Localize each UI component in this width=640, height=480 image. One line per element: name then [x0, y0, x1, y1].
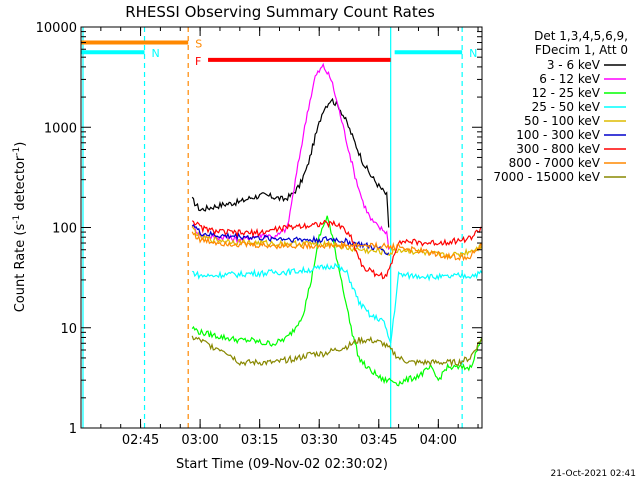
- chart-title: RHESSI Observing Summary Count Rates: [125, 3, 435, 21]
- y-tick-label: 1000: [44, 121, 77, 136]
- legend-entry-label: 3 - 6 keV: [547, 58, 601, 72]
- x-tick-label: 03:15: [241, 433, 278, 448]
- flag-label: S: [195, 38, 202, 51]
- series-line: [191, 215, 482, 387]
- legend-entry-label: 25 - 50 keV: [532, 100, 601, 114]
- footer-date: 21-Oct-2021 02:41: [551, 469, 636, 479]
- y-axis-label: Count Rate (s-1 detector-1): [12, 142, 28, 313]
- legend-entry-label: 12 - 25 keV: [532, 86, 601, 100]
- legend-entry-label: 50 - 100 keV: [524, 114, 601, 128]
- x-tick-label: 03:30: [300, 433, 337, 448]
- series-line: [191, 335, 482, 368]
- series-line: [191, 231, 482, 262]
- y-tick-label: 1: [69, 422, 77, 437]
- series-line: [192, 262, 482, 344]
- legend-header: FDecim 1, Att 0: [535, 43, 628, 57]
- legend-entry-label: 100 - 300 keV: [516, 128, 600, 142]
- y-tick-label: 10000: [36, 21, 77, 36]
- x-tick-label: 04:00: [420, 433, 457, 448]
- y-tick-label: 10: [60, 322, 77, 337]
- legend-entry-label: 7000 - 15000 keV: [493, 170, 600, 184]
- series-line: [191, 224, 390, 256]
- legend-entry-label: 800 - 7000 keV: [509, 156, 601, 170]
- x-tick-label: 03:45: [360, 433, 397, 448]
- flag-label: N: [469, 47, 477, 60]
- series-line: [191, 62, 390, 250]
- flag-label: F: [195, 55, 201, 68]
- x-tick-label: 03:00: [181, 433, 218, 448]
- flag-label: N: [152, 47, 160, 60]
- series-line: [191, 97, 390, 228]
- legend-entry-label: 300 - 800 keV: [516, 142, 600, 156]
- legend: Det 1,3,4,5,6,9,FDecim 1, Att 03 - 6 keV…: [493, 29, 628, 184]
- series-line: [191, 219, 482, 280]
- legend-entry-label: 6 - 12 keV: [539, 72, 601, 86]
- y-tick-label: 100: [52, 222, 77, 237]
- legend-header: Det 1,3,4,5,6,9,: [534, 29, 628, 43]
- x-axis-label: Start Time (09-Nov-02 02:30:02): [176, 457, 388, 472]
- x-tick-label: 02:45: [122, 433, 159, 448]
